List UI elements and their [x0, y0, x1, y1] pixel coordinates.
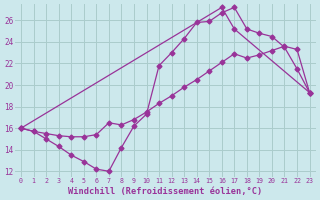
X-axis label: Windchill (Refroidissement éolien,°C): Windchill (Refroidissement éolien,°C) [68, 187, 262, 196]
